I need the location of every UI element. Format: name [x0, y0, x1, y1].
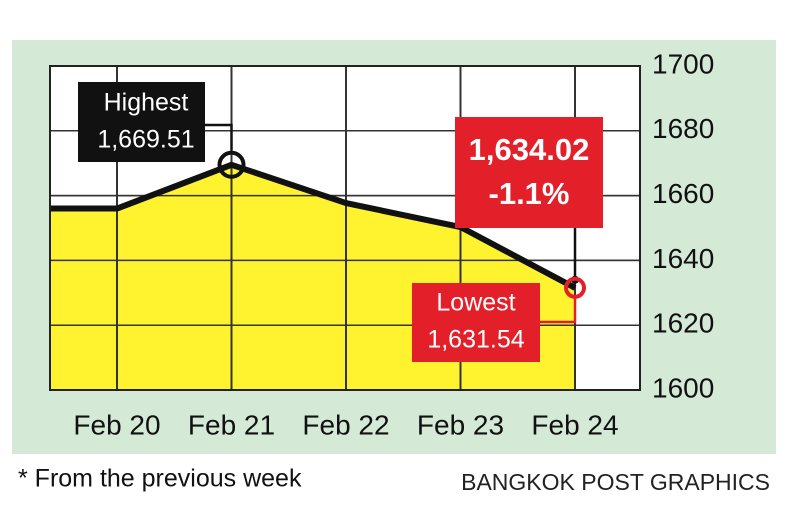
y-tick-label: 1600	[652, 372, 714, 403]
close-change: -1.1%	[489, 176, 570, 211]
plot-border	[49, 65, 641, 391]
y-tick-label: 1660	[652, 178, 714, 209]
line	[50, 161, 577, 291]
y-tick-label: 1640	[652, 243, 714, 274]
highest-label: Highest	[104, 89, 189, 117]
lowest-value: 1,631.54	[427, 326, 524, 354]
x-tick-label: Feb 23	[417, 409, 504, 440]
y-tick-label: 1700	[652, 48, 714, 79]
y-tick-label: 1620	[652, 308, 714, 339]
footnote: * From the previous week	[18, 465, 302, 493]
y-tick-label: 1680	[652, 113, 714, 144]
highest-marker	[217, 150, 246, 179]
highest-value: 1,669.51	[97, 126, 194, 154]
source: BANGKOK POST GRAPHICS	[461, 469, 770, 495]
highest-box	[78, 82, 205, 162]
x-tick-label: Feb 22	[302, 409, 389, 440]
close-label: 1,634.02	[469, 132, 590, 167]
lowest-box	[412, 283, 540, 362]
lowest-label: Lowest	[436, 289, 515, 317]
connector	[540, 296, 577, 324]
x-tick-label: Feb 24	[531, 409, 618, 440]
close-box	[455, 117, 603, 228]
x-tick-label: Feb 20	[73, 409, 160, 440]
x-tick-label: Feb 21	[188, 409, 275, 440]
annotations: Highest 1,669.51 1,634.02 -1.1% Lowest 1,631.…	[78, 82, 603, 362]
connector	[205, 123, 233, 151]
